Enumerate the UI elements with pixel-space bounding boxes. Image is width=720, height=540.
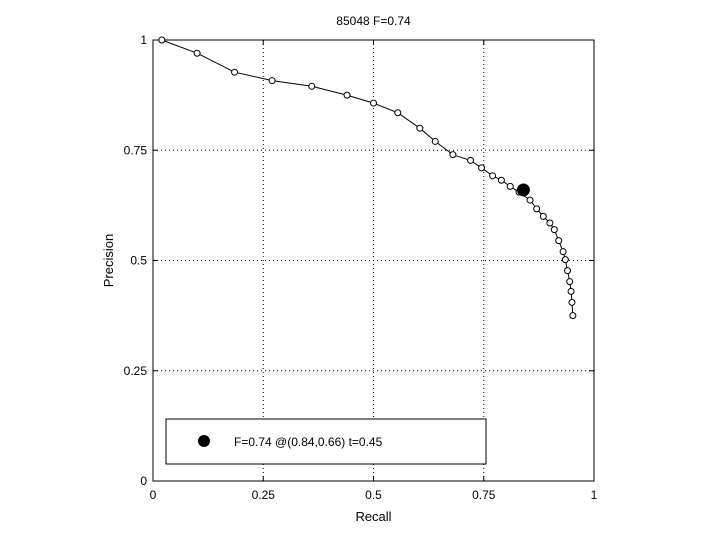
- best-f-point: [516, 183, 530, 197]
- pr-point: [567, 287, 575, 295]
- pr-curve-markers: [158, 36, 577, 320]
- x-tick-label: 1: [591, 488, 598, 502]
- pr-point: [478, 164, 486, 172]
- pr-point: [568, 298, 576, 306]
- pr-point: [416, 124, 424, 132]
- axis-tick-labels: 0 0.25 0.5 0.75 1 0 0.25 0.5 0.75 1: [124, 33, 598, 502]
- y-axis-label: Precision: [101, 234, 116, 287]
- x-tick-label: 0: [150, 488, 157, 502]
- pr-point: [343, 91, 351, 99]
- pr-point: [559, 248, 567, 256]
- pr-point: [561, 256, 569, 264]
- pr-point: [449, 151, 457, 159]
- pr-point: [550, 226, 558, 234]
- y-tick-label: 0: [140, 474, 147, 488]
- pr-point: [268, 77, 276, 85]
- axis-ticks: [152, 39, 595, 482]
- legend-marker: [198, 435, 210, 447]
- pr-point: [193, 49, 201, 57]
- pr-point: [467, 156, 475, 164]
- y-tick-label: 1: [140, 33, 147, 47]
- x-tick-label: 0.75: [472, 488, 496, 502]
- pr-point: [564, 267, 572, 275]
- pr-point: [370, 99, 377, 107]
- y-tick-label: 0.75: [124, 143, 148, 157]
- pr-point: [431, 137, 439, 145]
- legend: F=0.74 @(0.84,0.66) t=0.45: [165, 418, 487, 465]
- pr-point: [566, 278, 574, 286]
- pr-point: [539, 212, 547, 220]
- pr-point: [506, 182, 514, 190]
- pr-point: [569, 312, 577, 320]
- x-tick-label: 0.5: [365, 488, 382, 502]
- pr-point: [497, 176, 505, 184]
- y-tick-label: 0.5: [130, 254, 147, 268]
- pr-curve-line: [161, 39, 574, 316]
- x-tick-label: 0.25: [252, 488, 276, 502]
- pr-point: [231, 68, 239, 76]
- x-axis-label: Recall: [355, 509, 391, 524]
- pr-point: [308, 82, 316, 90]
- pr-point: [546, 219, 554, 227]
- legend-entry: F=0.74 @(0.84,0.66) t=0.45: [234, 435, 383, 449]
- pr-point: [533, 205, 541, 213]
- pr-point: [394, 109, 402, 117]
- pr-point: [489, 172, 497, 180]
- legend-box: [165, 418, 487, 465]
- y-tick-label: 0.25: [124, 364, 148, 378]
- grid: [153, 40, 594, 481]
- chart-title: 85048 F=0.74: [336, 14, 411, 28]
- pr-point: [526, 196, 534, 204]
- pr-point: [158, 36, 166, 44]
- pr-point: [555, 237, 563, 245]
